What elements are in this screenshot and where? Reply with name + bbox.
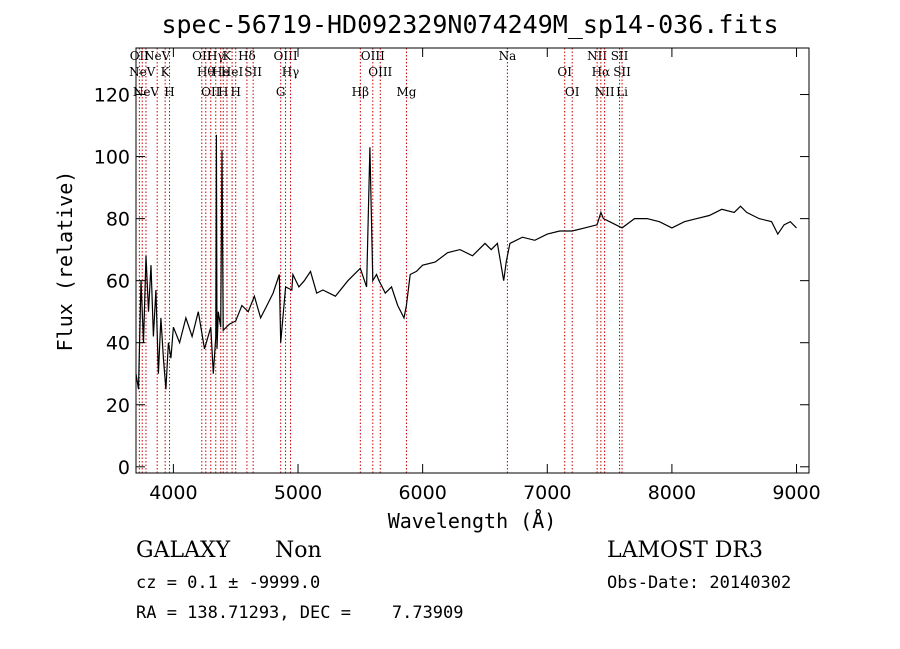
marker-label: H bbox=[230, 85, 240, 99]
marker-label: NII bbox=[587, 49, 607, 63]
y-tick-label: 40 bbox=[106, 333, 130, 355]
marker-label: Mg bbox=[396, 85, 416, 99]
chart-title: spec-56719-HD092329N074249M_sp14-036.fit… bbox=[161, 10, 778, 39]
x-tick-label: 9000 bbox=[772, 482, 820, 504]
marker-label: SII bbox=[613, 65, 631, 79]
x-tick-label: 6000 bbox=[398, 482, 446, 504]
x-tick-label: 4000 bbox=[149, 482, 197, 504]
marker-label: NeV bbox=[144, 49, 171, 63]
marker-label: OIII bbox=[361, 49, 385, 63]
marker-label: Hα bbox=[592, 65, 611, 79]
survey-label: LAMOST DR3 bbox=[607, 538, 763, 563]
y-tick-label: 100 bbox=[94, 147, 130, 169]
marker-label: SII bbox=[611, 49, 629, 63]
x-tick-label: 8000 bbox=[648, 482, 696, 504]
marker-label: Hβ bbox=[352, 85, 369, 99]
marker-label: K bbox=[222, 49, 232, 63]
redshift-line: cz = 0.1 ± -9999.0 bbox=[136, 573, 321, 593]
marker-label: OII bbox=[130, 49, 150, 63]
axis-ticks: 4000 5000 6000 7000 8000 9000 0 20 40 60 80 100 120 bbox=[94, 48, 821, 504]
marker-label: OI bbox=[565, 85, 580, 99]
marker-label: SII bbox=[244, 65, 262, 79]
marker-label: H bbox=[164, 85, 174, 99]
marker-label: Hθ bbox=[197, 65, 215, 79]
plot-frame bbox=[135, 47, 810, 474]
marker-label: OIII bbox=[274, 49, 298, 63]
coordinates-line: RA = 138.71293, DEC = 7.73909 bbox=[136, 603, 464, 623]
y-tick-label: 80 bbox=[106, 209, 130, 231]
marker-label: He bbox=[212, 65, 230, 79]
marker-label: NII bbox=[595, 85, 615, 99]
marker-label: OII bbox=[201, 85, 221, 99]
spectral-line-markers: OIINeVNeVNeVKHOIIHθOIIHγHeHKHeIHHδSIIGOI… bbox=[129, 48, 631, 473]
x-axis-title: Wavelength (Å) bbox=[388, 509, 557, 533]
object-subclass: Non bbox=[275, 538, 322, 563]
marker-label: G bbox=[276, 85, 286, 99]
marker-label: Hγ bbox=[207, 49, 225, 63]
marker-label: Na bbox=[499, 49, 517, 63]
marker-label: NeV bbox=[133, 85, 160, 99]
marker-label: H bbox=[218, 85, 228, 99]
x-tick-label: 5000 bbox=[274, 482, 322, 504]
marker-label: OIII bbox=[368, 65, 392, 79]
x-tick-label: 7000 bbox=[523, 482, 571, 504]
marker-label: Hγ bbox=[282, 65, 300, 79]
y-tick-label: 20 bbox=[106, 395, 130, 417]
spectrum-line bbox=[135, 134, 797, 390]
marker-label: OII bbox=[192, 49, 212, 63]
marker-label: Hδ bbox=[238, 49, 256, 63]
object-class: GALAXY bbox=[136, 538, 231, 563]
y-tick-label: 120 bbox=[94, 85, 130, 107]
y-tick-label: 0 bbox=[118, 457, 130, 479]
observation-date: Obs-Date: 20140302 bbox=[607, 573, 792, 593]
y-axis-title: Flux (relative) bbox=[53, 171, 77, 352]
marker-label: HeI bbox=[221, 65, 244, 79]
marker-label: OI bbox=[557, 65, 572, 79]
marker-label: K bbox=[161, 65, 171, 79]
marker-label: Li bbox=[616, 85, 628, 99]
y-tick-label: 60 bbox=[106, 271, 130, 293]
marker-label: NeV bbox=[129, 65, 156, 79]
